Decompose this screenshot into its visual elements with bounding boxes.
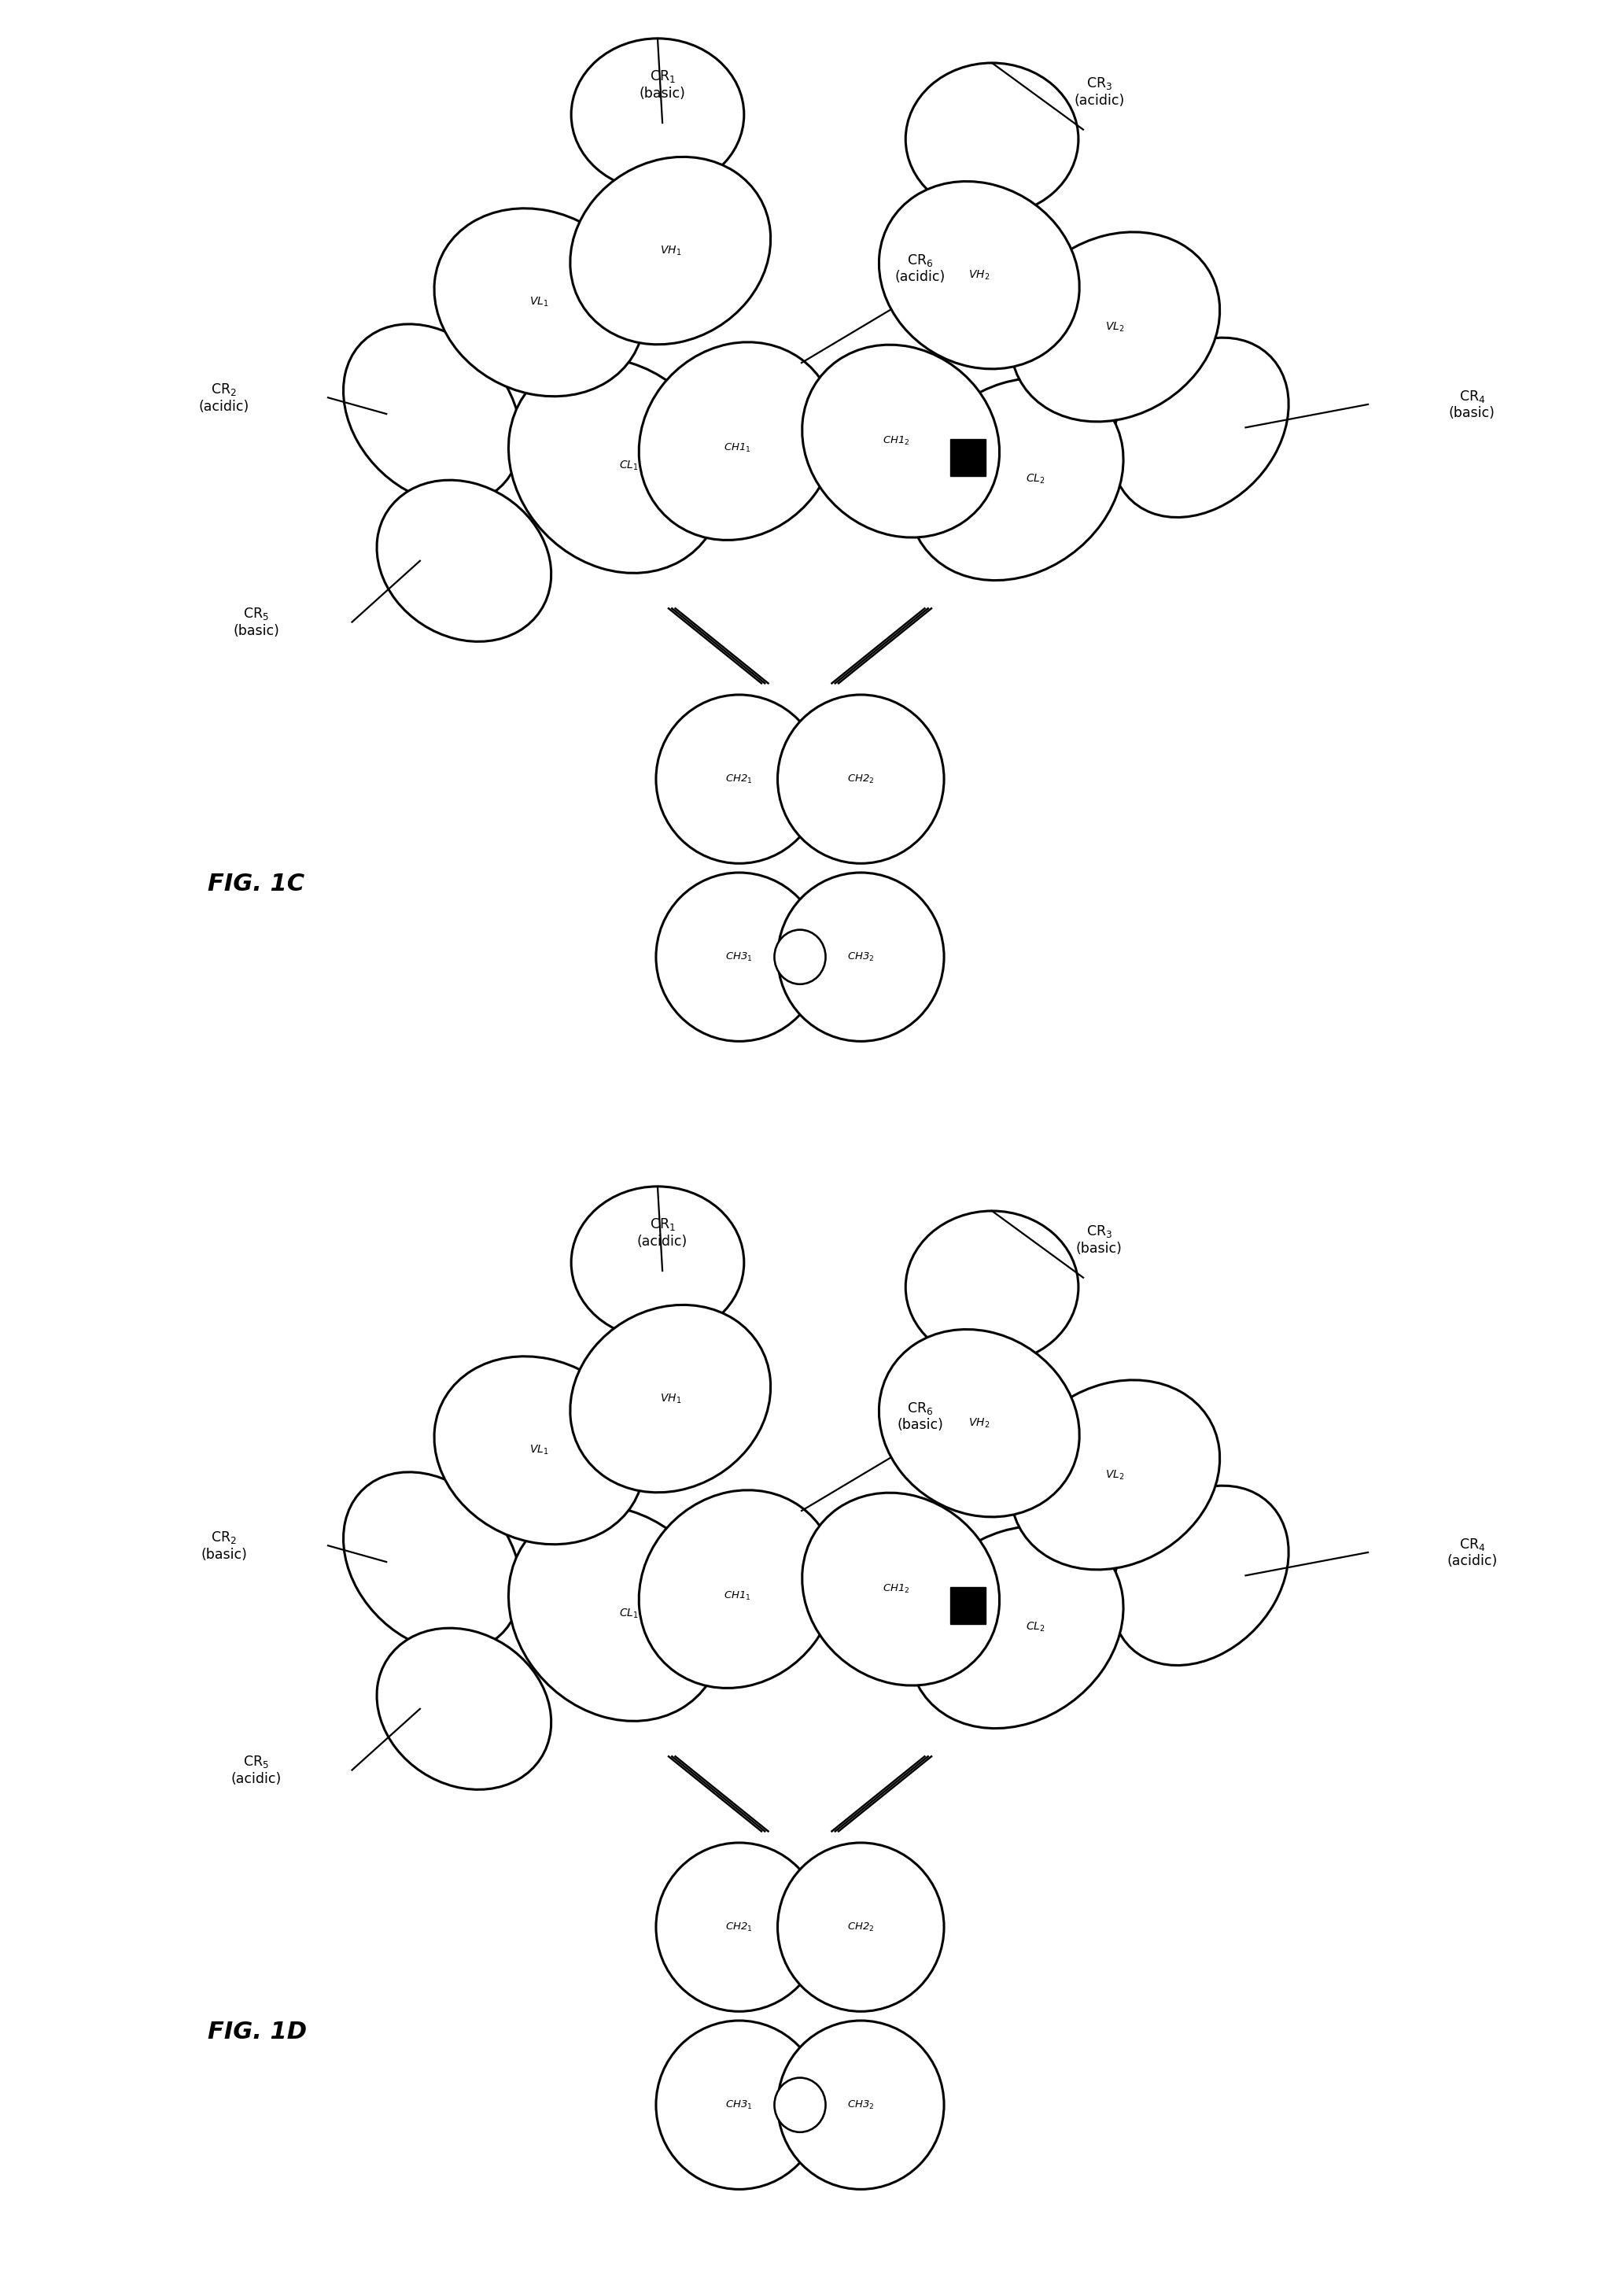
Ellipse shape [434,1357,645,1545]
Ellipse shape [509,358,723,574]
Text: VL$_1$: VL$_1$ [530,1444,549,1456]
Ellipse shape [778,1844,944,2011]
Text: VH$_1$: VH$_1$ [659,1391,682,1405]
Ellipse shape [638,1490,837,1688]
Ellipse shape [656,872,822,1042]
Text: CL$_2$: CL$_2$ [1026,1621,1045,1635]
Ellipse shape [906,1210,1078,1364]
Text: VL$_2$: VL$_2$ [1106,321,1125,333]
Text: CH1$_1$: CH1$_1$ [723,441,752,455]
Text: CR$_3$
(acidic): CR$_3$ (acidic) [1074,76,1125,108]
Text: CH3$_2$: CH3$_2$ [846,2099,875,2110]
Ellipse shape [571,1187,744,1339]
Ellipse shape [378,1628,550,1789]
Ellipse shape [1011,1380,1219,1570]
Text: CL$_1$: CL$_1$ [619,459,638,473]
Ellipse shape [344,1472,520,1651]
Text: CH1$_1$: CH1$_1$ [723,1589,752,1603]
Text: VH$_2$: VH$_2$ [968,269,990,282]
Text: CH3$_2$: CH3$_2$ [846,951,875,962]
Ellipse shape [570,1304,771,1492]
Ellipse shape [656,2020,822,2190]
Text: CR$_6$
(basic): CR$_6$ (basic) [898,1401,942,1433]
Ellipse shape [906,62,1078,216]
Ellipse shape [802,1492,1000,1685]
Text: FIG. 1C: FIG. 1C [208,872,306,895]
Text: CR$_4$
(basic): CR$_4$ (basic) [1450,388,1494,420]
Ellipse shape [778,2020,944,2190]
Ellipse shape [774,930,826,985]
Ellipse shape [778,696,944,863]
Text: CH2$_1$: CH2$_1$ [725,1922,754,1933]
Text: CR$_5$
(basic): CR$_5$ (basic) [234,606,278,638]
Ellipse shape [778,872,944,1042]
Text: VL$_1$: VL$_1$ [530,296,549,308]
Ellipse shape [434,209,645,397]
Text: CH2$_2$: CH2$_2$ [846,774,875,785]
Text: CR$_2$
(basic): CR$_2$ (basic) [202,1529,246,1561]
Ellipse shape [378,480,550,641]
Text: CR$_6$
(acidic): CR$_6$ (acidic) [894,253,946,285]
Ellipse shape [638,342,837,540]
Text: VH$_1$: VH$_1$ [659,243,682,257]
Ellipse shape [878,181,1080,370]
Text: CR$_5$
(acidic): CR$_5$ (acidic) [230,1754,282,1786]
Ellipse shape [344,324,520,503]
Ellipse shape [774,2078,826,2133]
Text: CR$_4$
(acidic): CR$_4$ (acidic) [1446,1536,1498,1568]
Text: FIG. 1D: FIG. 1D [208,2020,307,2043]
Text: CR$_1$
(basic): CR$_1$ (basic) [640,69,685,101]
Text: CL$_1$: CL$_1$ [619,1607,638,1621]
Ellipse shape [571,39,744,191]
Ellipse shape [878,1329,1080,1518]
Ellipse shape [656,696,822,863]
Ellipse shape [1112,338,1288,517]
Text: VL$_2$: VL$_2$ [1106,1469,1125,1481]
Ellipse shape [909,379,1123,581]
Text: CR$_1$
(acidic): CR$_1$ (acidic) [637,1217,688,1249]
Ellipse shape [509,1506,723,1722]
Text: CH1$_2$: CH1$_2$ [882,1584,910,1596]
Ellipse shape [656,1844,822,2011]
Text: CH2$_2$: CH2$_2$ [846,1922,875,1933]
Bar [950,439,986,475]
Ellipse shape [802,344,1000,537]
Text: CL$_2$: CL$_2$ [1026,473,1045,487]
Ellipse shape [570,156,771,344]
Text: CR$_2$
(acidic): CR$_2$ (acidic) [198,381,250,413]
Text: CH3$_1$: CH3$_1$ [725,951,754,962]
Text: CH1$_2$: CH1$_2$ [882,436,910,448]
Text: CR$_3$
(basic): CR$_3$ (basic) [1077,1224,1122,1256]
Text: CH3$_1$: CH3$_1$ [725,2099,754,2110]
Text: CH2$_1$: CH2$_1$ [725,774,754,785]
Ellipse shape [1011,232,1219,422]
Ellipse shape [1112,1486,1288,1665]
Bar [950,1587,986,1623]
Ellipse shape [909,1527,1123,1729]
Text: VH$_2$: VH$_2$ [968,1417,990,1430]
